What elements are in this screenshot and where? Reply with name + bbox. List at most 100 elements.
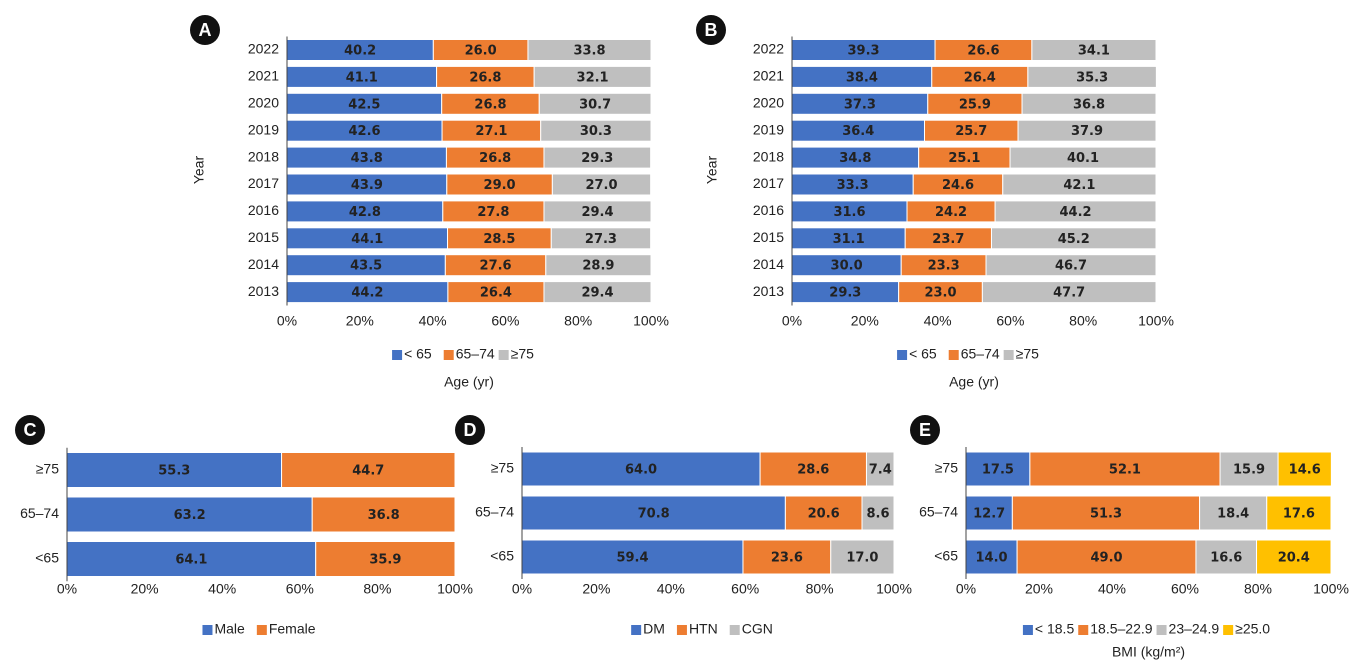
bar-segment bbox=[1256, 539, 1332, 575]
bar-segment bbox=[985, 254, 1157, 277]
x-tick-label: 40% bbox=[419, 313, 447, 329]
value-label: 26.4 bbox=[964, 70, 996, 85]
bar-segment bbox=[1277, 451, 1332, 487]
value-label: 33.8 bbox=[573, 44, 605, 59]
y-tick-label: ≥75 bbox=[935, 460, 958, 476]
legend-label: < 18.5 bbox=[1035, 621, 1075, 637]
x-tick-label: 20% bbox=[346, 313, 374, 329]
bar-segment bbox=[1195, 539, 1258, 575]
value-label: 26.0 bbox=[465, 44, 497, 59]
legend-label: 18.5–22.9 bbox=[1090, 621, 1152, 637]
bar-segment bbox=[965, 539, 1018, 575]
value-label: 29.0 bbox=[484, 178, 516, 193]
value-label: 44.2 bbox=[351, 286, 383, 301]
x-tick-label: 20% bbox=[851, 313, 879, 329]
value-label: 44.2 bbox=[1060, 205, 1092, 220]
value-label: 51.3 bbox=[1090, 507, 1122, 522]
y-tick-label: 2018 bbox=[753, 148, 784, 164]
bar-segment bbox=[1199, 495, 1268, 531]
x-axis-title: BMI (kg/m²) bbox=[1112, 644, 1185, 660]
panel-letter: D bbox=[464, 420, 477, 440]
value-label: 27.8 bbox=[477, 205, 509, 220]
bar-segment bbox=[1029, 451, 1221, 487]
legend-swatch bbox=[948, 350, 959, 360]
legend-swatch bbox=[1022, 625, 1033, 635]
y-tick-label: 2020 bbox=[248, 95, 279, 111]
x-tick-label: 80% bbox=[1244, 581, 1272, 597]
y-axis-title: Year bbox=[191, 156, 207, 185]
value-label: 29.4 bbox=[581, 205, 613, 220]
legend: < 65 65–74 ≥75 bbox=[897, 346, 1039, 362]
x-tick-label: 20% bbox=[582, 581, 610, 597]
legend-swatch bbox=[256, 625, 267, 635]
y-tick-label: 2017 bbox=[753, 175, 784, 191]
y-tick-label: 2013 bbox=[753, 283, 784, 299]
x-tick-label: 20% bbox=[131, 581, 159, 597]
value-label: 63.2 bbox=[174, 508, 206, 523]
bar-segment bbox=[538, 92, 652, 115]
value-label: 45.2 bbox=[1058, 232, 1090, 247]
value-label: 36.4 bbox=[842, 124, 874, 139]
value-label: 28.6 bbox=[797, 463, 829, 478]
bar-segment bbox=[315, 541, 456, 577]
value-label: 18.4 bbox=[1217, 507, 1249, 522]
x-tick-label: 60% bbox=[491, 313, 519, 329]
bar-segment bbox=[281, 452, 456, 488]
legend: < 18.5 18.5–22.9 23–24.9 ≥25.0 bbox=[1022, 621, 1270, 637]
bar-segment bbox=[1031, 39, 1157, 61]
y-tick-label: ≥75 bbox=[491, 460, 514, 476]
value-label: 42.8 bbox=[349, 205, 381, 220]
value-label: 70.8 bbox=[638, 507, 670, 522]
value-label: 29.3 bbox=[829, 286, 861, 301]
bar-segment bbox=[1021, 92, 1157, 115]
value-label: 40.2 bbox=[344, 44, 376, 59]
y-tick-label: 2021 bbox=[248, 68, 279, 84]
x-tick-label: 0% bbox=[956, 581, 976, 597]
value-label: 44.7 bbox=[352, 464, 384, 479]
value-label: 36.8 bbox=[368, 508, 400, 523]
legend-label: ≥75 bbox=[1016, 346, 1039, 362]
value-label: 28.9 bbox=[582, 259, 614, 274]
panel-badge bbox=[190, 15, 220, 45]
value-label: 17.5 bbox=[982, 463, 1014, 478]
y-tick-label: 2016 bbox=[248, 202, 279, 218]
panel-badge bbox=[455, 415, 485, 445]
value-label: 42.1 bbox=[1063, 178, 1095, 193]
value-label: 30.7 bbox=[579, 97, 611, 112]
bar-segment bbox=[550, 227, 652, 250]
value-label: 27.1 bbox=[475, 124, 507, 139]
x-tick-label: 0% bbox=[57, 581, 77, 597]
y-tick-label: 2018 bbox=[248, 148, 279, 164]
y-tick-label: 2022 bbox=[248, 41, 279, 57]
value-label: 24.6 bbox=[942, 178, 974, 193]
value-label: 14.0 bbox=[976, 551, 1008, 566]
panel-badge bbox=[910, 415, 940, 445]
value-label: 33.3 bbox=[837, 178, 869, 193]
value-label: 26.8 bbox=[469, 70, 501, 85]
legend-label: < 65 bbox=[909, 346, 937, 362]
bar-segment bbox=[1009, 146, 1157, 169]
value-label: 40.1 bbox=[1067, 151, 1099, 166]
bar-segment bbox=[311, 496, 456, 533]
bar-segment bbox=[1011, 495, 1201, 531]
value-label: 27.0 bbox=[585, 178, 617, 193]
bar-segment bbox=[1027, 65, 1157, 88]
value-label: 17.6 bbox=[1283, 507, 1315, 522]
x-tick-label: 100% bbox=[1313, 581, 1349, 597]
value-label: 35.3 bbox=[1076, 70, 1108, 85]
x-tick-label: 40% bbox=[1098, 581, 1126, 597]
bar-segment bbox=[861, 495, 895, 531]
bar-segment bbox=[521, 451, 761, 487]
value-label: 26.4 bbox=[480, 286, 512, 301]
legend-swatch bbox=[498, 350, 509, 360]
x-tick-label: 80% bbox=[564, 313, 592, 329]
x-tick-label: 100% bbox=[1138, 313, 1174, 329]
y-tick-label: 2016 bbox=[753, 202, 784, 218]
legend-swatch bbox=[392, 350, 403, 360]
bar-segment bbox=[981, 281, 1157, 304]
bar-segment bbox=[543, 281, 652, 304]
y-tick-label: 2017 bbox=[248, 175, 279, 191]
value-label: 47.7 bbox=[1053, 286, 1085, 301]
x-tick-label: 100% bbox=[437, 581, 473, 597]
y-tick-label: 2015 bbox=[248, 229, 279, 245]
